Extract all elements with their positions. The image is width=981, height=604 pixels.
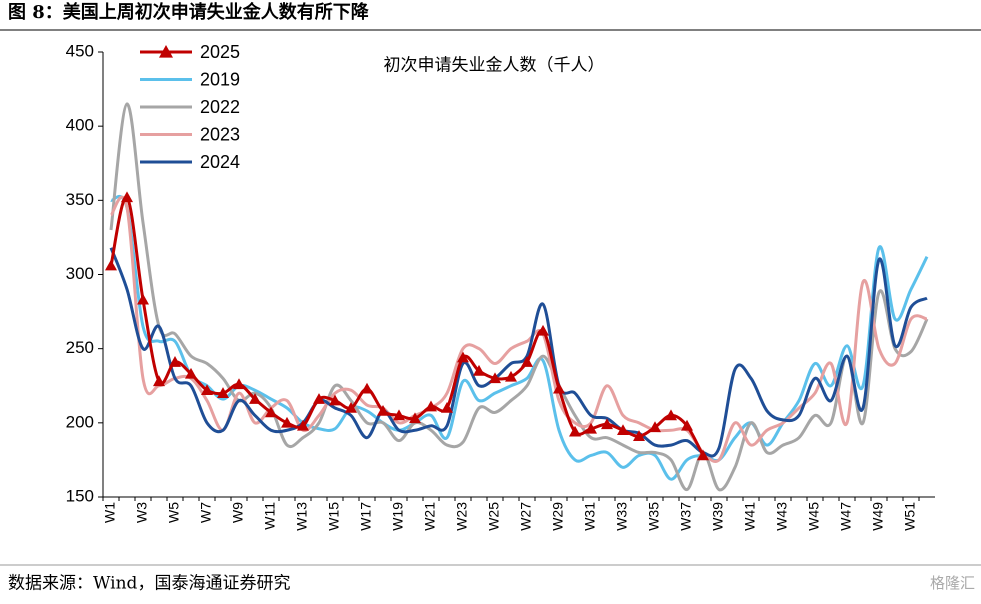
marker [505, 370, 517, 382]
x-tick-label: W19 [390, 502, 406, 531]
x-tick-label: W5 [166, 502, 182, 523]
marker [217, 387, 229, 398]
x-tick-label: W3 [134, 502, 150, 523]
marker [489, 372, 501, 384]
x-tick-label: W1 [102, 502, 118, 523]
watermark: 格隆汇 [930, 575, 975, 592]
legend-label: 2024 [200, 152, 240, 172]
x-tick-label: W33 [614, 502, 630, 531]
legend-label: 2022 [200, 97, 240, 117]
marker [169, 356, 181, 367]
x-tick-label: W45 [806, 502, 822, 531]
x-tick-label: W31 [582, 502, 598, 531]
series-line [109, 195, 705, 457]
x-tick-label: W25 [486, 502, 502, 531]
marker [649, 421, 661, 433]
x-tick-label: W27 [518, 502, 534, 531]
marker [601, 418, 613, 430]
series-line [110, 194, 929, 481]
series-line [109, 247, 928, 458]
y-tick-label: 450 [66, 41, 94, 60]
marker [153, 375, 165, 387]
legend-label: 2025 [200, 42, 240, 62]
marker [313, 393, 325, 404]
marker [585, 422, 597, 434]
y-tick-label: 350 [66, 190, 94, 209]
legend-marker [159, 45, 173, 58]
x-tick-label: W17 [358, 502, 374, 531]
x-tick-label: W41 [742, 502, 758, 531]
marker [185, 367, 197, 379]
x-tick-label: W47 [838, 502, 854, 531]
marker [457, 351, 469, 363]
x-tick-label: W51 [902, 502, 918, 531]
marker [409, 412, 421, 424]
marker [441, 402, 453, 413]
x-tick-label: W49 [870, 502, 886, 531]
marker [345, 402, 357, 413]
marker [329, 394, 341, 406]
y-tick-label: 400 [66, 116, 94, 135]
y-tick-label: 250 [66, 338, 94, 357]
marker [569, 425, 581, 437]
y-tick-label: 300 [66, 264, 94, 283]
x-tick-label: W7 [198, 502, 214, 523]
x-tick-label: W35 [646, 502, 662, 531]
marker [537, 324, 549, 336]
marker [681, 419, 693, 431]
series-line [109, 195, 928, 464]
x-tick-label: W9 [230, 502, 246, 523]
x-tick-label: W11 [262, 502, 278, 530]
marker [137, 293, 149, 305]
marker [361, 382, 373, 394]
y-tick-label: 150 [66, 486, 94, 505]
x-tick-label: W43 [774, 502, 790, 531]
x-tick-label: W21 [422, 502, 438, 531]
marker [665, 409, 677, 421]
marker [249, 393, 261, 404]
x-tick-label: W13 [294, 502, 310, 531]
marker [105, 259, 117, 271]
marker [553, 382, 565, 394]
marker [521, 356, 533, 367]
marker [697, 449, 709, 461]
legend-label: 2023 [200, 124, 240, 144]
marker [121, 191, 133, 203]
marker [473, 364, 485, 376]
x-tick-label: W39 [710, 502, 726, 531]
marker [201, 384, 213, 395]
marker [233, 378, 245, 390]
marker [297, 419, 309, 431]
marker [633, 430, 645, 441]
plot-area: 150 200 250 300 350 400 450 W1 W3 W5 W7 W9 W11 W13 W15… [66, 41, 935, 531]
marker [393, 409, 405, 421]
source: 数据来源：Wind，国泰海通证券研究 [8, 574, 290, 594]
marker [265, 406, 277, 418]
x-tick-label: W29 [550, 502, 566, 531]
figure-title: 图 8：美国上周初次申请失业金人数有所下降 [8, 1, 370, 23]
y-tick-label: 200 [66, 412, 94, 431]
x-tick-label: W23 [454, 502, 470, 531]
marker [281, 416, 293, 428]
x-tick-label: W37 [678, 502, 694, 531]
marker [617, 424, 629, 436]
marker [377, 404, 389, 416]
chart-subtitle: 初次申请失业金人数（千人） [384, 56, 605, 76]
legend-label: 2019 [200, 69, 240, 89]
marker [425, 400, 437, 412]
x-tick-label: W15 [326, 502, 342, 531]
